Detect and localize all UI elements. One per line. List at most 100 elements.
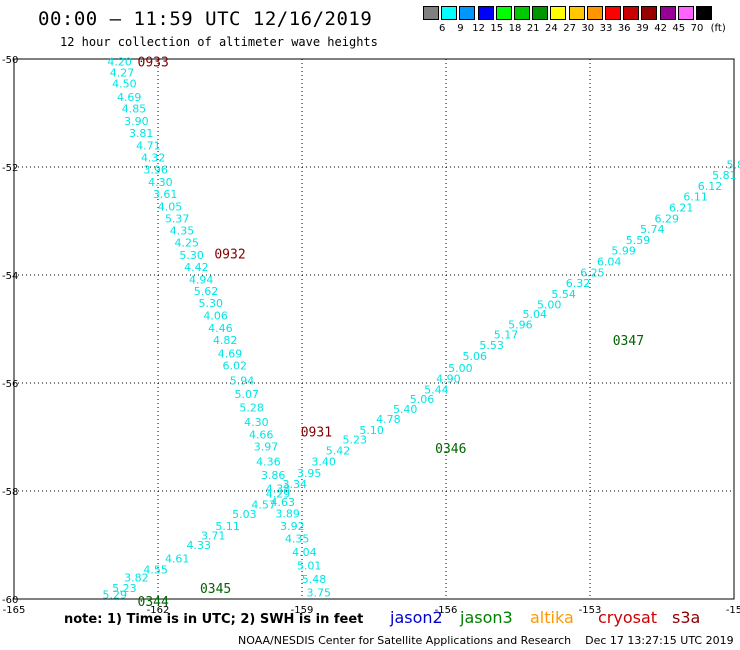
pass-time-label: 0345 <box>200 582 231 597</box>
scale-swatch <box>586 6 603 20</box>
scale-label: 39 <box>636 23 649 34</box>
satellite-label: jason3 <box>460 608 513 627</box>
pass-time-label: 0347 <box>613 334 644 349</box>
wave-height-value: 3.92 <box>280 520 305 533</box>
wave-height-value: 6.12 <box>698 180 723 193</box>
wave-height-value: 5.37 <box>165 212 190 225</box>
wave-height-value: 4.63 <box>271 496 296 509</box>
scale-swatch <box>605 6 621 20</box>
wave-height-value: 3.40 <box>311 455 336 468</box>
wave-height-value: 4.35 <box>170 225 195 238</box>
lat-tick-label: -56 <box>2 379 18 390</box>
scale-label: 42 <box>654 23 667 34</box>
scale-swatch <box>423 6 439 20</box>
wave-height-value: 5.06 <box>463 350 488 363</box>
wave-height-value: 4.35 <box>285 533 310 546</box>
wave-height-value: 5.07 <box>235 388 260 401</box>
wave-height-value: 4.57 <box>251 499 276 512</box>
scale-swatch <box>514 6 530 20</box>
wave-height-value: 5.17 <box>494 328 519 341</box>
wave-height-value: 5.81 <box>712 169 737 182</box>
wave-height-value: 4.46 <box>208 322 233 335</box>
wave-height-value: 5.00 <box>448 362 473 375</box>
scale-swatch <box>459 6 476 20</box>
lon-tick-label: -159 <box>291 605 314 616</box>
lon-tick-label: -165 <box>3 605 26 616</box>
footer-note: note: 1) Time is in UTC; 2) SWH is in fe… <box>64 612 364 627</box>
wave-height-value: 4.78 <box>376 413 401 426</box>
wave-height-value: 5.23 <box>112 582 137 595</box>
scale-label: 30 <box>581 23 595 34</box>
wave-height-value: 5.28 <box>239 401 264 414</box>
scale-label: 6 <box>439 23 446 34</box>
wave-height-value: 4.20 <box>107 56 132 69</box>
wave-height-value: 5.54 <box>551 288 576 301</box>
wave-height-value: 3.81 <box>129 127 154 140</box>
wave-height-value: 5.10 <box>359 424 384 437</box>
wave-height-value: 4.90 <box>436 373 461 386</box>
lon-tick-label: -156 <box>435 605 458 616</box>
lat-tick-label: -60 <box>2 595 18 606</box>
wave-height-value: 4.94 <box>189 273 214 286</box>
map-subtitle: 12 hour collection of altimeter wave hei… <box>60 35 378 49</box>
wave-height-value: 5.40 <box>393 403 418 416</box>
wave-height-value: 3.89 <box>275 508 300 521</box>
wave-height-value: 4.27 <box>110 67 135 80</box>
pass-time-label: 0346 <box>435 442 466 457</box>
wave-height-value: 5.53 <box>479 339 504 352</box>
map-grid <box>13 58 735 600</box>
satellite-label: altika <box>530 608 574 627</box>
wave-height-value: 4.50 <box>112 77 137 90</box>
scale-label: 12 <box>472 23 485 34</box>
scale-swatch <box>641 6 658 20</box>
lon-tick-label: -162 <box>147 605 170 616</box>
wave-height-value: 4.25 <box>175 237 200 250</box>
wave-height-value: 4.85 <box>122 103 147 116</box>
wave-height-value: 4.38 <box>266 482 291 495</box>
wave-height-value: 4.61 <box>165 553 190 566</box>
wave-height-value: 4.30 <box>244 416 269 429</box>
scale-unit: (ft) <box>710 23 726 34</box>
scale-swatch <box>659 6 676 20</box>
scale-swatch <box>495 6 512 20</box>
pass-time-label: 0931 <box>301 426 332 441</box>
scale-label: 70 <box>690 23 704 34</box>
wave-height-value: 6.21 <box>669 202 694 215</box>
map-title: 00:00 – 11:59 UTC 12/16/2019 <box>38 8 373 30</box>
lon-tick-label: -15 <box>726 605 740 616</box>
wave-height-value: 4.06 <box>203 310 228 323</box>
scale-label: 15 <box>490 23 504 34</box>
lat-tick-label: -52 <box>2 163 18 174</box>
map-frame <box>13 58 735 600</box>
scale-swatch <box>696 6 712 20</box>
wave-height-value: 6.32 <box>566 277 591 290</box>
wave-height-value: 5.29 <box>103 589 128 602</box>
satellite-label: jason2 <box>390 608 443 627</box>
credit-line: NOAA/NESDIS Center for Satellite Applica… <box>238 634 734 647</box>
lat-tick-label: -54 <box>2 271 18 282</box>
satellite-label: s3a <box>672 608 701 627</box>
wave-height-value: 3.75 <box>307 587 332 600</box>
scale-label: 21 <box>526 23 540 34</box>
wave-height-value: 5.23 <box>343 434 368 447</box>
wave-height-value: 5.48 <box>302 573 327 586</box>
wave-height-value: 5.30 <box>199 297 224 310</box>
lat-tick-label: -50 <box>2 55 18 66</box>
wave-height-value: 3.82 <box>124 571 149 584</box>
satellite-label: cryosat <box>598 608 658 627</box>
wave-height-value: 3.86 <box>261 469 286 482</box>
wave-height-value: 5.96 <box>508 319 533 332</box>
wave-height-value: 4.32 <box>141 151 166 164</box>
wave-height-value: 4.42 <box>184 261 209 274</box>
wave-height-value: 5.99 <box>611 245 636 258</box>
wave-height-value: 3.95 <box>297 467 322 480</box>
wave-height-value: 5.59 <box>626 234 651 247</box>
scale-swatch <box>568 6 585 20</box>
wave-height-value: 5.94 <box>230 374 255 387</box>
wave-height-value: 4.69 <box>117 91 142 104</box>
scale-label: 33 <box>599 23 613 34</box>
wave-height-value: 3.34 <box>283 478 308 491</box>
wave-height-value: 3.96 <box>143 164 168 177</box>
wave-height-value: 3.97 <box>254 441 279 454</box>
